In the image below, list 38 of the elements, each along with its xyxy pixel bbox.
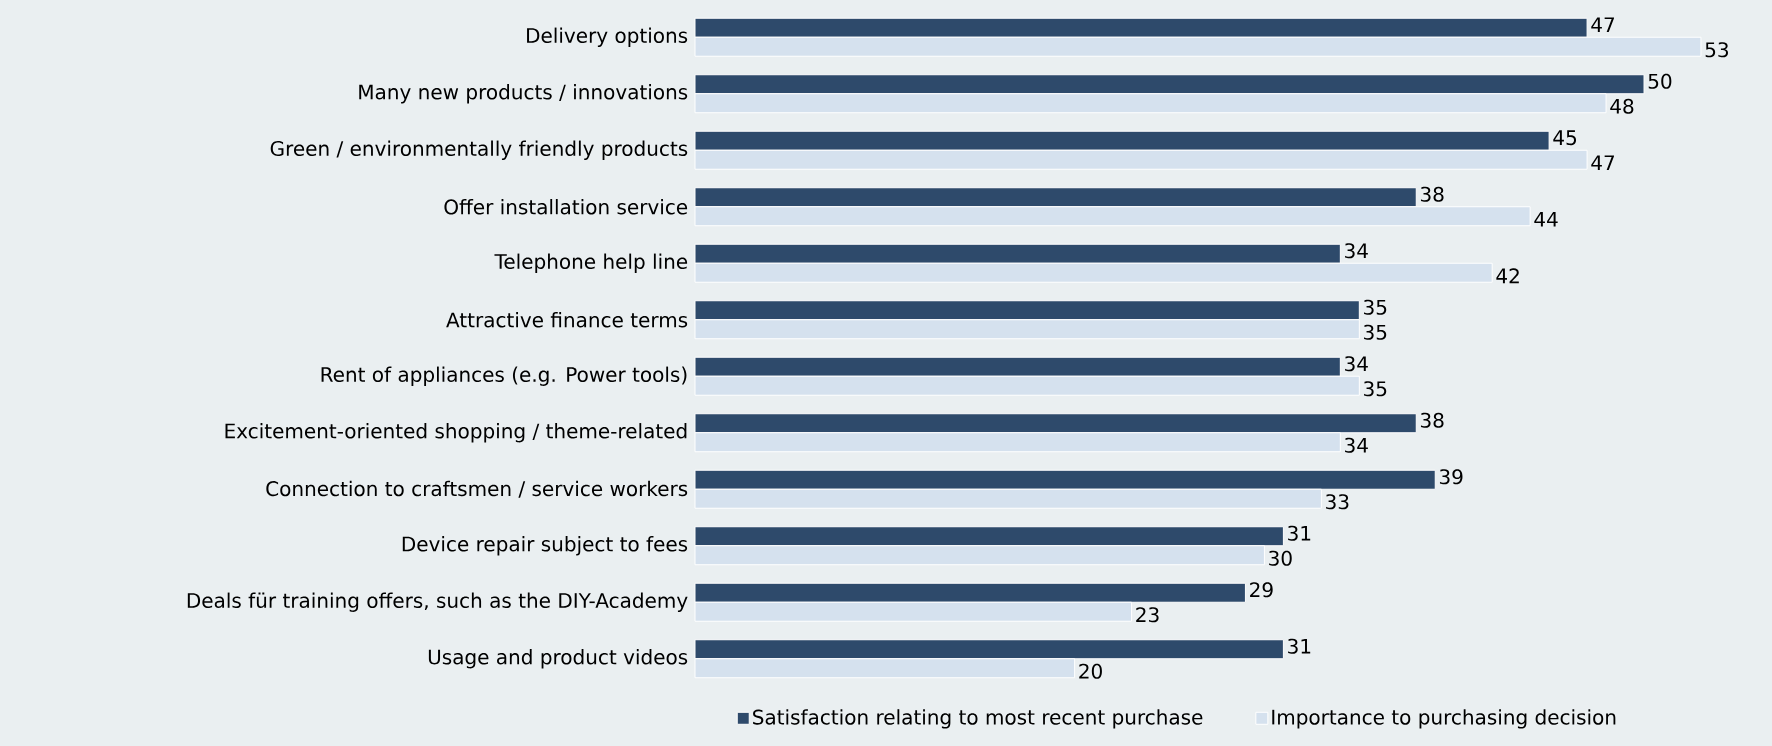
data-label: 20	[1079, 663, 1102, 679]
data-label: 38	[1420, 412, 1444, 428]
y-tick-label: Rent of appliances (e.g. Power tools)	[321, 366, 687, 386]
y-tick-label: Offer installation service	[444, 199, 688, 215]
data-label: 35	[1364, 381, 1387, 397]
y-tick-label: Deals für training offers, such as the DIY-Academy	[187, 592, 688, 612]
data-label: 31	[1288, 525, 1311, 541]
y-tick-label: Connection to craftsmen / service workers	[266, 480, 688, 498]
data-label: 53	[1705, 42, 1728, 58]
data-label: 42	[1496, 268, 1519, 284]
data-label: 39	[1439, 469, 1463, 485]
data-label: 31	[1288, 638, 1311, 654]
data-label: 34	[1345, 243, 1368, 259]
y-tick-label: Excitement-oriented shopping / theme-related	[225, 423, 687, 443]
y-tick-label: Delivery options	[527, 27, 688, 47]
data-label: 34	[1345, 356, 1368, 372]
data-label: 35	[1364, 299, 1387, 315]
data-label: 34	[1345, 437, 1368, 453]
legend-label: Importance to purchasing decision	[1272, 709, 1616, 729]
data-label: 45	[1553, 130, 1577, 146]
data-label: 29	[1250, 582, 1273, 598]
data-label: 30	[1269, 550, 1292, 566]
legend-label: Satisfaction relating to most recent purchase	[753, 709, 1203, 729]
y-tick-label: Usage and product videos	[428, 649, 688, 669]
data-label: 23	[1136, 607, 1159, 623]
y-tick-label: Device repair subject to fees	[402, 536, 688, 556]
y-tick-label: Many new products / innovations	[359, 84, 688, 104]
data-label: 33	[1326, 494, 1349, 510]
data-label: 38	[1420, 186, 1444, 202]
data-label: 35	[1364, 324, 1387, 340]
data-label: 44	[1534, 211, 1558, 227]
data-label: 50	[1648, 73, 1672, 89]
data-label: 48	[1610, 98, 1634, 114]
y-tick-label: Attractive finance terms	[446, 312, 688, 328]
y-tick-label: Telephone help line	[494, 253, 688, 273]
y-tick-label: Green / environmentally friendly products	[270, 140, 688, 160]
data-label: 47	[1591, 155, 1615, 171]
data-label: 47	[1591, 17, 1615, 33]
